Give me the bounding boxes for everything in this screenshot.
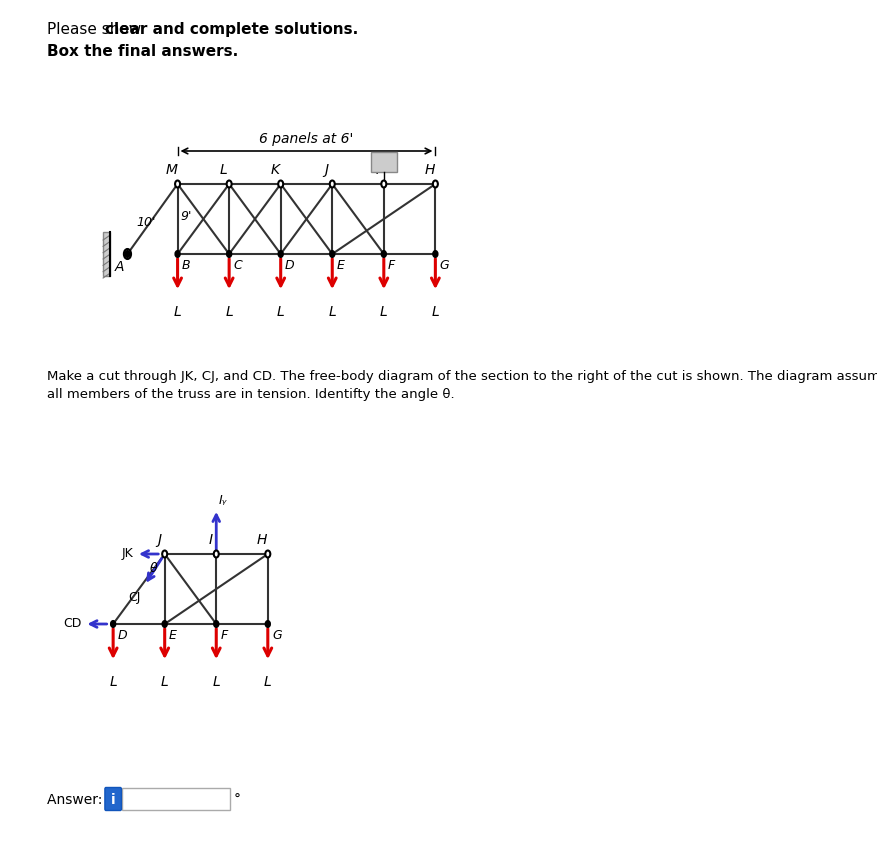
Text: H: H [424,163,434,177]
Text: G: G [439,258,449,272]
Text: L: L [212,674,220,688]
Text: °: ° [233,792,240,806]
Text: L: L [328,305,336,319]
Text: L: L [380,305,388,319]
Text: Answer: θ =: Answer: θ = [46,792,135,806]
Text: F: F [388,258,395,272]
Text: E: E [336,258,344,272]
Text: CJ: CJ [128,590,140,604]
Text: D: D [285,258,295,272]
Circle shape [162,621,167,627]
Bar [370,153,396,173]
Text: C: C [233,258,242,272]
Circle shape [278,182,283,189]
FancyBboxPatch shape [122,788,230,810]
Circle shape [381,182,386,189]
Text: L: L [264,674,271,688]
Circle shape [227,252,231,258]
Circle shape [278,252,282,258]
Text: L: L [219,163,227,177]
Text: L: L [276,305,284,319]
Circle shape [432,252,437,258]
Text: L: L [160,674,168,688]
Text: L: L [109,674,117,688]
Bar [103,233,111,276]
Text: K: K [270,163,279,177]
Circle shape [111,621,115,627]
Text: B: B [182,258,190,272]
Text: D: D [118,629,127,641]
Text: Iᵧ: Iᵧ [219,493,227,507]
Text: I: I [375,163,380,177]
Text: H: H [257,532,267,547]
Text: F: F [220,629,227,641]
Circle shape [432,182,438,189]
Text: L: L [225,305,232,319]
Circle shape [266,621,269,627]
Circle shape [265,551,270,558]
Circle shape [125,252,130,258]
Circle shape [175,182,180,189]
Text: θ: θ [150,562,158,575]
Text: L: L [174,305,182,319]
Text: J: J [157,532,160,547]
Text: M: M [166,163,178,177]
Text: L: L [431,305,438,319]
Text: Make a cut through JK, CJ, and CD. The free-body diagram of the section to the r: Make a cut through JK, CJ, and CD. The f… [46,369,877,382]
Circle shape [213,551,218,558]
Circle shape [162,551,167,558]
Text: J: J [324,163,328,177]
Text: 10': 10' [136,215,155,229]
Text: I: I [208,532,212,547]
Circle shape [226,182,232,189]
Text: i: i [111,792,115,806]
Circle shape [175,252,180,258]
Text: E: E [168,629,176,641]
Text: 6 panels at 6': 6 panels at 6' [259,132,353,146]
Text: 9': 9' [181,209,191,223]
Text: G: G [272,629,282,641]
Text: all members of the truss are in tension. Identifty the angle θ.: all members of the truss are in tension.… [46,387,453,401]
Circle shape [124,250,131,259]
Circle shape [381,252,386,258]
FancyBboxPatch shape [104,787,121,810]
Text: A: A [115,259,125,274]
Circle shape [330,252,334,258]
Text: CD: CD [63,617,82,630]
Text: Box the final answers.: Box the final answers. [46,44,238,59]
Text: clear and complete solutions.: clear and complete solutions. [105,22,358,37]
Circle shape [214,621,218,627]
Text: JK: JK [121,547,133,560]
Circle shape [330,182,334,189]
Text: Please show: Please show [46,22,146,37]
